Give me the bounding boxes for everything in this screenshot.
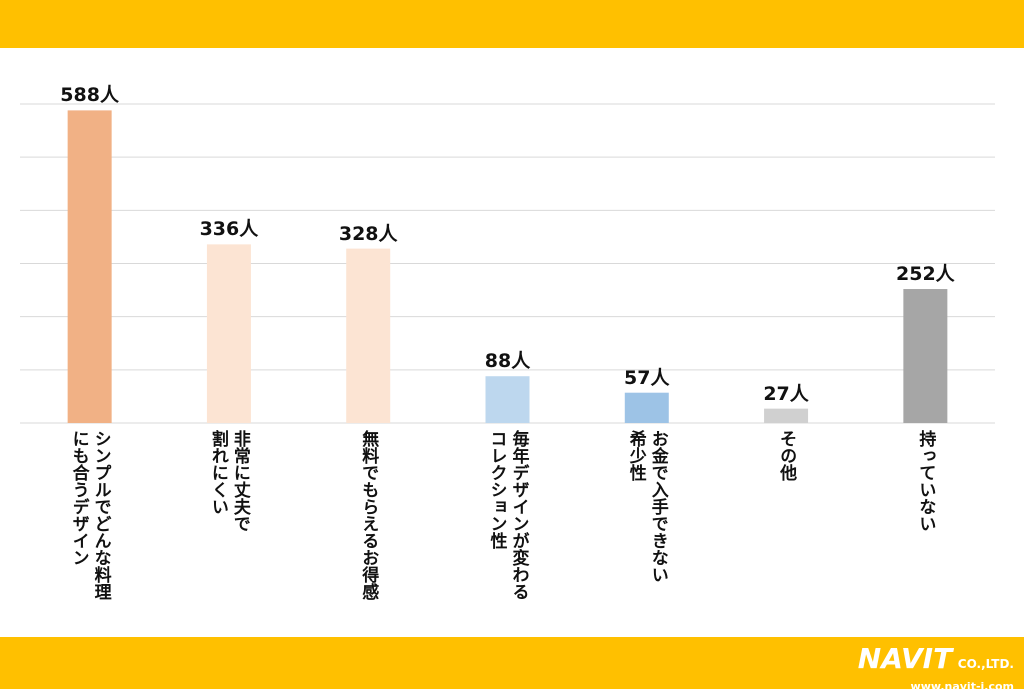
bar — [485, 376, 530, 423]
logo: NAVIT CO.,LTD. www.navit-j.com — [858, 642, 1014, 689]
logo-url: www.navit-j.com — [910, 680, 1014, 689]
bar — [903, 289, 948, 423]
bar — [346, 248, 391, 423]
logo-mark: NAVIT — [857, 642, 953, 675]
logo-company: CO.,LTD. — [957, 657, 1014, 671]
bar — [206, 244, 251, 423]
top-band — [0, 0, 1024, 48]
x-tick-label: お金で入手できない 希少性 — [625, 430, 668, 583]
bar — [67, 110, 112, 423]
x-tick-label: 非常に丈夫で 割れにくい — [207, 430, 250, 532]
x-tick-label: その他 — [776, 430, 797, 481]
x-tick-label: 無料でもらえるお得感 — [358, 430, 379, 600]
x-tick-label: シンプルでどんな料理 にも合うデザイン — [68, 430, 111, 600]
value-label: 252人 — [896, 263, 955, 286]
value-label: 588人 — [60, 84, 119, 107]
bar — [764, 408, 809, 423]
bar — [624, 392, 669, 423]
x-tick-label: 持っていない — [915, 430, 936, 532]
bottom-band — [0, 637, 1024, 689]
x-tick-label: 毎年デザインが変わる コレクション性 — [486, 430, 529, 600]
value-label: 27人 — [763, 382, 809, 405]
value-label: 328人 — [338, 222, 398, 245]
value-label: 57人 — [624, 366, 670, 389]
value-label: 88人 — [484, 350, 531, 373]
value-label: 336人 — [199, 218, 259, 241]
